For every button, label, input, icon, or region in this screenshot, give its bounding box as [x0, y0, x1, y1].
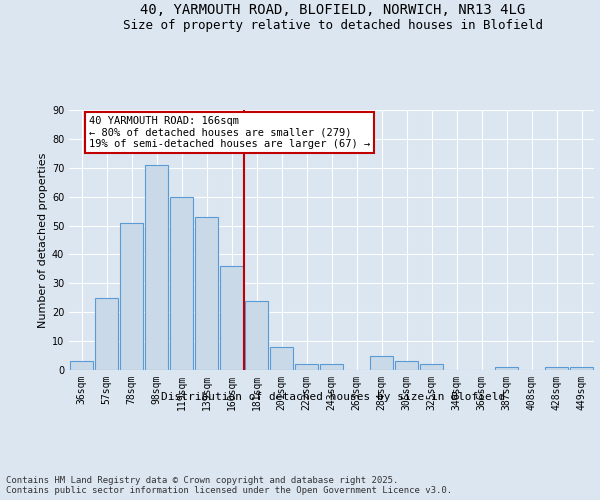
Bar: [170, 196, 193, 370]
Bar: [119, 222, 143, 370]
Text: 40 YARMOUTH ROAD: 166sqm
← 80% of detached houses are smaller (279)
19% of semi-: 40 YARMOUTH ROAD: 166sqm ← 80% of detach…: [89, 116, 370, 149]
Text: Size of property relative to detached houses in Blofield: Size of property relative to detached ho…: [123, 18, 543, 32]
Bar: [320, 364, 343, 370]
Bar: [295, 364, 319, 370]
Bar: [220, 266, 244, 370]
Bar: [545, 367, 568, 370]
Bar: [95, 298, 118, 370]
Bar: [70, 362, 94, 370]
Bar: [194, 217, 218, 370]
Bar: [370, 356, 394, 370]
Y-axis label: Number of detached properties: Number of detached properties: [38, 152, 47, 328]
Bar: [569, 367, 593, 370]
Text: 40, YARMOUTH ROAD, BLOFIELD, NORWICH, NR13 4LG: 40, YARMOUTH ROAD, BLOFIELD, NORWICH, NR…: [140, 2, 526, 16]
Bar: [395, 362, 418, 370]
Bar: [145, 165, 169, 370]
Bar: [419, 364, 443, 370]
Text: Contains HM Land Registry data © Crown copyright and database right 2025.
Contai: Contains HM Land Registry data © Crown c…: [6, 476, 452, 495]
Text: Distribution of detached houses by size in Blofield: Distribution of detached houses by size …: [161, 392, 505, 402]
Bar: [269, 347, 293, 370]
Bar: [494, 367, 518, 370]
Bar: [245, 300, 268, 370]
